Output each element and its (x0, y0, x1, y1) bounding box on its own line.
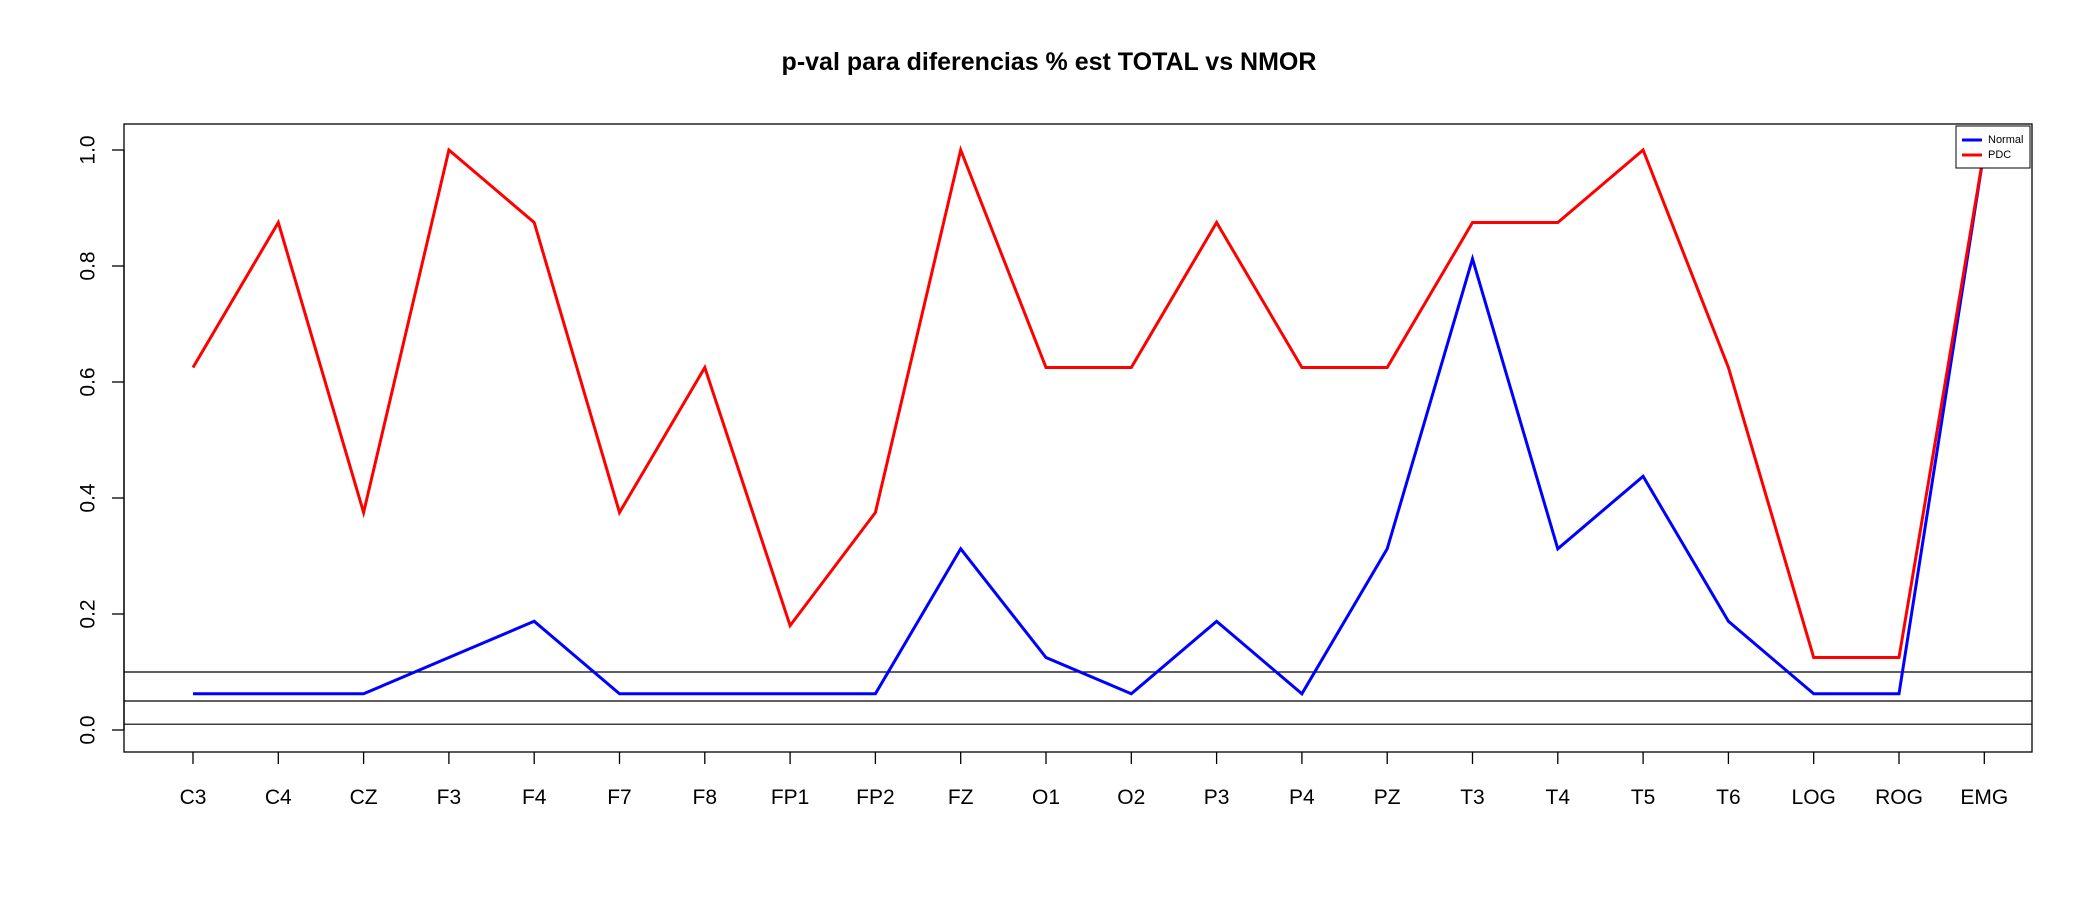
x-tick-label: C3 (180, 786, 207, 809)
x-tick-label: F7 (607, 786, 632, 809)
x-tick-label: T6 (1716, 786, 1741, 809)
x-tick-label: F3 (437, 786, 462, 809)
legend-box (1955, 125, 2031, 169)
x-tick-label: P4 (1289, 786, 1315, 809)
x-tick-label: EMG (1960, 786, 2008, 809)
x-tick-label: CZ (350, 786, 378, 809)
legend-label: PDC (1988, 149, 2011, 161)
x-tick-label: O1 (1032, 786, 1060, 809)
x-tick-label: T3 (1460, 786, 1485, 809)
reference-lines (124, 671, 2032, 725)
x-tick-label: PZ (1374, 786, 1401, 809)
x-tick-label: T5 (1631, 786, 1656, 809)
x-tick-label: P3 (1204, 786, 1230, 809)
y-tick-label: 0.2 (77, 599, 100, 628)
x-tick-label: FZ (948, 786, 974, 809)
y-axis: 0.0 0.2 0.4 0.6 0.8 1.0 (77, 135, 125, 745)
y-tick-label: 1.0 (77, 135, 100, 164)
x-tick-label: T4 (1546, 786, 1571, 809)
legend-label: Normal (1988, 134, 2023, 146)
y-tick-label: 0.6 (77, 367, 100, 396)
y-tick-label: 0.4 (77, 483, 100, 513)
x-tick-label: LOG (1792, 786, 1836, 809)
chart-title: p-val para diferencias % est TOTAL vs NM… (782, 48, 1317, 76)
x-tick-label: F4 (522, 786, 547, 809)
y-tick-label: 0.0 (77, 715, 100, 744)
x-tick-label: ROG (1875, 786, 1923, 809)
x-axis: C3 C4 CZ F3 F4 F7 F8 FP1 FP2 FZ O1 O2 P3 P4 PZ T3 T4 T5 T6… (180, 752, 2008, 809)
x-tick-label: F8 (693, 786, 718, 809)
y-tick-label: 0.8 (77, 251, 100, 280)
x-tick-label: O2 (1117, 786, 1145, 809)
x-tick-label: FP2 (856, 786, 895, 809)
series-line-normal (193, 149, 1986, 697)
x-tick-label: C4 (265, 786, 292, 809)
x-tick-label: FP1 (771, 786, 810, 809)
legend: Normal PDC (1955, 125, 2031, 169)
series-line-pdc (191, 144, 1986, 659)
plot-area-frame (123, 123, 2033, 753)
series-layer (191, 144, 1986, 697)
